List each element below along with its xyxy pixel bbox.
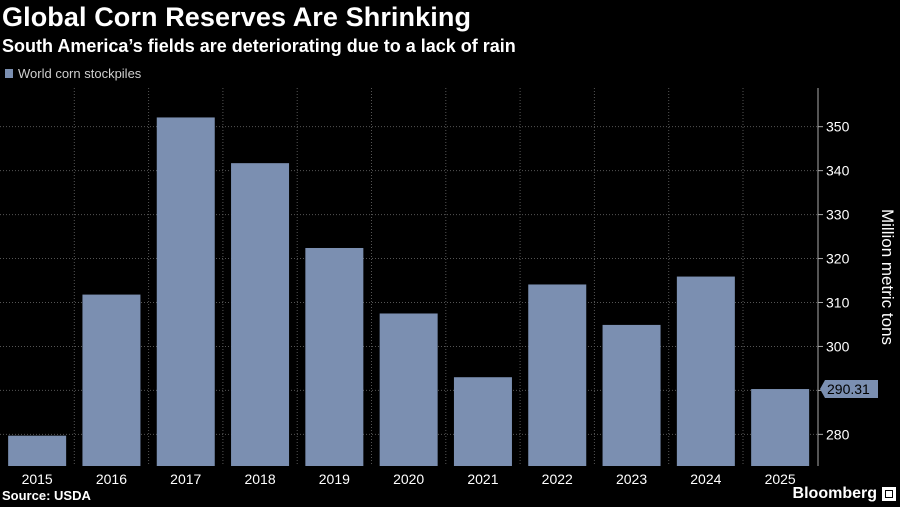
x-tick-label-2017: 2017 [170,471,201,487]
callout-value: 290.31 [827,381,870,397]
bar-2021 [453,377,512,466]
x-tick-label-2019: 2019 [319,471,350,487]
x-tick-label-2021: 2021 [467,471,498,487]
y-tick-label-350: 350 [826,119,850,135]
bar-2024 [676,276,735,466]
source-note: Source: USDA [2,488,91,503]
value-callout: 290.31 [820,380,878,399]
legend: World corn stockpiles [5,66,141,81]
y-tick-label-330: 330 [826,207,850,223]
legend-label: World corn stockpiles [18,66,142,81]
x-tick-label-2016: 2016 [96,471,127,487]
legend-swatch [5,69,13,78]
x-tick-label-2018: 2018 [244,471,275,487]
y-axis-labels: 280 300 310 320 330 340 350 [818,119,850,442]
bar-2020 [379,313,438,466]
bar-2025 [751,389,810,466]
bar-2016 [82,294,141,466]
y-tick-label-300: 300 [826,338,850,354]
bar-2015 [8,435,67,466]
callout-box [820,380,878,399]
bloomberg-icon [882,487,896,501]
x-axis-labels: 2015 2016 2017 2018 2019 2020 2021 2022 2023 2024… [22,471,796,487]
brand-name: Bloomberg [792,485,877,502]
brand-logo: Bloomberg [793,485,896,503]
x-tick-label-2023: 2023 [616,471,647,487]
x-tick-label-2024: 2024 [690,471,721,487]
bar-2019 [305,247,364,466]
x-tick-label-2025: 2025 [765,471,796,487]
chart-title: Global Corn Reserves Are Shrinking [2,2,472,32]
y-tick-label-340: 340 [826,163,850,179]
y-tick-label-280: 280 [826,426,850,442]
y-tick-label-310: 310 [826,294,850,310]
x-tick-label-2020: 2020 [393,471,424,487]
bar-2023 [602,324,661,466]
bar-2022 [528,284,587,466]
x-tick-label-2022: 2022 [542,471,573,487]
chart-subtitle: South America’s fields are deteriorating… [2,36,516,56]
bar-2018 [231,163,290,466]
x-tick-label-2015: 2015 [22,471,53,487]
y-tick-label-320: 320 [826,251,850,267]
y-axis-title: Million metric tons [878,209,897,345]
bar-2017 [156,117,215,466]
bars [8,117,810,466]
